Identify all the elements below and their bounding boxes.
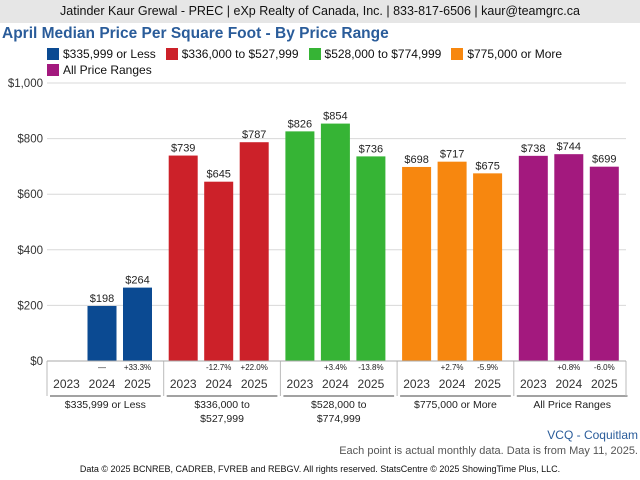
data-label: $738 (521, 143, 545, 155)
x-tick-label: 2024 (89, 377, 116, 391)
data-label: $198 (90, 293, 114, 305)
bar (518, 155, 548, 361)
bar (589, 166, 619, 361)
header-bar: Jatinder Kaur Grewal - PREC | eXp Realty… (0, 0, 640, 23)
legend-swatch (451, 48, 464, 60)
legend-label: $775,000 or More (467, 47, 563, 61)
bar (168, 155, 198, 361)
change-label: +0.8% (557, 363, 580, 372)
x-tick-label: 2025 (474, 377, 501, 391)
category-label: $335,999 or Less (65, 399, 146, 411)
x-tick-label: 2025 (358, 377, 385, 391)
data-label: $854 (323, 111, 347, 123)
bar (239, 142, 269, 361)
bar (123, 287, 152, 361)
bar (320, 123, 350, 361)
bar (402, 166, 432, 361)
legend-swatch (165, 48, 178, 60)
data-label: $698 (404, 154, 428, 166)
bar (285, 131, 315, 361)
legend-label: All Price Ranges (63, 63, 152, 77)
legend-item: All Price Ranges (47, 62, 152, 78)
x-tick-label: 2023 (53, 377, 80, 391)
y-tick-label: $200 (17, 300, 43, 312)
note-text: Each point is actual monthly data. Data … (339, 445, 638, 457)
bar (87, 305, 117, 361)
region-label: VCQ - Coquitlam (547, 428, 638, 442)
legend-label: $528,000 to $774,999 (324, 47, 442, 61)
x-tick-label: 2024 (439, 377, 466, 391)
data-label: $736 (359, 143, 383, 155)
legend-item: $335,999 or Less (47, 46, 156, 62)
legend-item: $336,000 to $527,999 (165, 46, 299, 62)
data-label: $264 (125, 275, 149, 287)
change-label: -13.8% (358, 363, 383, 372)
legend-item: $528,000 to $774,999 (308, 46, 442, 62)
y-tick-label: $800 (17, 134, 43, 146)
chart-title: April Median Price Per Square Foot - By … (2, 25, 389, 42)
bar (473, 173, 503, 361)
change-label: +33.3% (124, 363, 151, 372)
legend-swatch (47, 64, 59, 76)
legend-swatch (308, 48, 321, 60)
data-label: $826 (288, 118, 312, 130)
x-tick-label: 2025 (591, 377, 618, 391)
change-label: +22.0% (241, 363, 268, 372)
legend-label: $336,000 to $527,999 (181, 47, 299, 61)
change-label: +3.4% (324, 363, 347, 372)
x-tick-label: 2025 (241, 377, 268, 391)
y-tick-label: $600 (17, 189, 43, 201)
x-tick-label: 2024 (555, 377, 582, 391)
x-tick-label: 2023 (170, 377, 197, 391)
footer-text: Data © 2025 BCNREB, CADREB, FVREB and RE… (79, 464, 561, 474)
header-text: Jatinder Kaur Grewal - PREC | eXp Realty… (60, 4, 580, 18)
legend-item: $775,000 or More (451, 46, 562, 62)
data-label: $787 (242, 129, 266, 141)
category-label: $528,000 to (311, 399, 367, 411)
category-label: $527,999 (200, 413, 244, 425)
change-label: -6.0% (594, 363, 615, 372)
data-label: $699 (592, 154, 616, 166)
change-label: +2.7% (441, 363, 464, 372)
y-tick-label: $1,000 (8, 78, 43, 90)
bar (204, 181, 234, 361)
category-label: All Price Ranges (533, 399, 611, 411)
data-label: $645 (206, 169, 230, 181)
x-tick-label: 2023 (520, 377, 547, 391)
x-tick-label: 2023 (287, 377, 314, 391)
legend-label: $335,999 or Less (63, 47, 156, 61)
bar (356, 156, 386, 361)
y-tick-label: $400 (17, 245, 43, 257)
category-label: $336,000 to (194, 399, 250, 411)
data-label: $675 (475, 160, 499, 172)
bar (554, 154, 584, 361)
bar (437, 161, 467, 361)
x-tick-label: 2024 (322, 377, 349, 391)
data-label: $717 (440, 149, 464, 161)
y-tick-label: $0 (30, 356, 43, 368)
legend-swatch (47, 48, 59, 60)
x-tick-label: 2025 (124, 377, 151, 391)
category-label: $774,999 (317, 413, 361, 425)
data-label: $744 (557, 141, 581, 153)
change-label: -5.9% (477, 363, 498, 372)
change-label: — (98, 363, 106, 372)
x-tick-label: 2024 (205, 377, 232, 391)
change-label: -12.7% (206, 363, 231, 372)
category-label: $775,000 or More (414, 399, 497, 411)
legend: $335,999 or Less $336,000 to $527,999 $528… (47, 46, 627, 78)
x-tick-label: 2023 (403, 377, 430, 391)
data-label: $739 (171, 143, 195, 155)
